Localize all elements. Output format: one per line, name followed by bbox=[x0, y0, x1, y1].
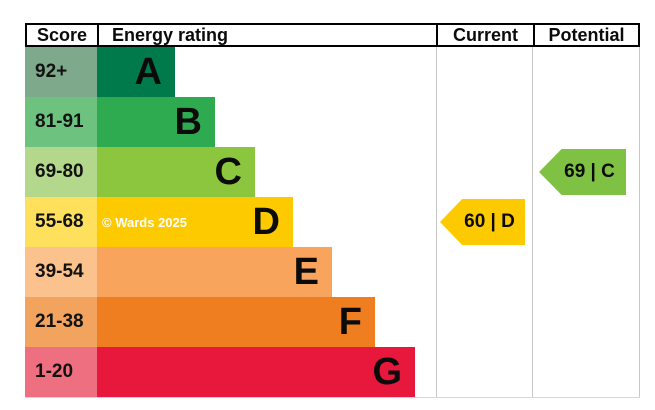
current-column-frame bbox=[436, 47, 533, 397]
epc-row-d: 55-68 D bbox=[25, 197, 640, 247]
epc-row-b: 81-91 B bbox=[25, 97, 640, 147]
potential-rating-label: 69 | C bbox=[564, 161, 615, 182]
epc-row-f: 21-38 F bbox=[25, 297, 640, 347]
score-range: 81-91 bbox=[25, 97, 97, 147]
rating-bar-e: E bbox=[97, 247, 332, 297]
score-range: 21-38 bbox=[25, 297, 97, 347]
rating-letter: B bbox=[174, 101, 202, 143]
rating-bar-c: C bbox=[97, 147, 255, 197]
score-range: 55-68 bbox=[25, 197, 97, 247]
col-header-current: Current bbox=[436, 25, 533, 45]
rating-bar-d: D bbox=[97, 197, 293, 247]
rating-bar-b: B bbox=[97, 97, 215, 147]
table-body: 92+ A 81-91 B 69-80 C 55-68 D 39-54 E 21… bbox=[25, 47, 640, 398]
current-rating-label: 60 | D bbox=[464, 211, 515, 232]
rating-letter: F bbox=[338, 301, 362, 343]
rating-bar-a: A bbox=[97, 47, 175, 97]
epc-row-e: 39-54 E bbox=[25, 247, 640, 297]
rating-letter: C bbox=[214, 151, 242, 193]
epc-table: Score Energy rating Current Potential 92… bbox=[25, 23, 640, 398]
col-header-score: Score bbox=[36, 25, 88, 45]
rating-letter: E bbox=[293, 251, 319, 293]
rating-bar-g: G bbox=[97, 347, 415, 397]
col-header-energy-rating: Energy rating bbox=[97, 25, 436, 45]
rating-letter: A bbox=[134, 51, 162, 93]
epc-row-c: 69-80 C bbox=[25, 147, 640, 197]
epc-row-g: 1-20 G bbox=[25, 347, 640, 397]
rating-letter: G bbox=[372, 351, 402, 393]
table-header: Score Energy rating Current Potential bbox=[25, 23, 640, 47]
score-range: 69-80 bbox=[25, 147, 97, 197]
score-range: 92+ bbox=[25, 47, 97, 97]
epc-row-a: 92+ A bbox=[25, 47, 640, 97]
rating-letter: D bbox=[252, 201, 280, 243]
score-range: 39-54 bbox=[25, 247, 97, 297]
rating-bar-f: F bbox=[97, 297, 375, 347]
col-header-potential: Potential bbox=[533, 25, 638, 45]
wards-watermark: © Wards 2025 bbox=[102, 214, 187, 230]
potential-column-frame bbox=[533, 47, 640, 397]
score-range: 1-20 bbox=[25, 347, 97, 397]
